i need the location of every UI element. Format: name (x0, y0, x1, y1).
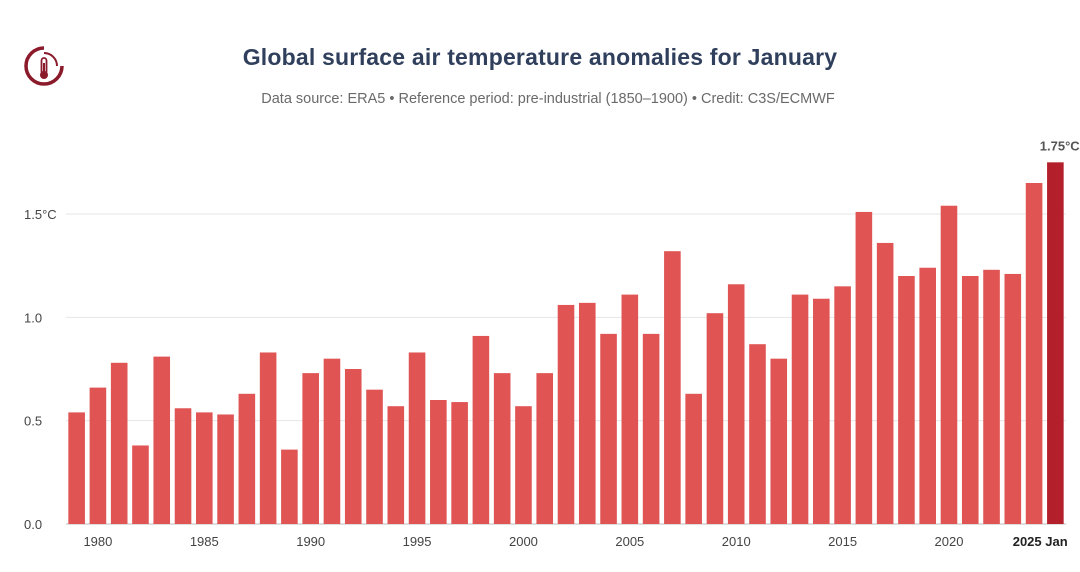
bar (110, 362, 128, 524)
bar (685, 393, 702, 524)
bar (706, 313, 724, 524)
x-tick-label: 2020 (935, 534, 964, 549)
bar (940, 205, 958, 524)
bar (1004, 273, 1022, 524)
bar (855, 211, 873, 524)
bar (621, 294, 639, 524)
x-tick-label: 2010 (722, 534, 751, 549)
bar (408, 352, 426, 524)
chart-title: Global surface air temperature anomalies… (242, 44, 838, 70)
bar (493, 373, 511, 524)
bar (196, 412, 213, 524)
bar (642, 333, 660, 524)
x-tick-label: 1985 (190, 534, 219, 549)
x-tick-label: 2000 (509, 534, 538, 549)
x-tick-label: 2015 (828, 534, 857, 549)
bar (664, 251, 681, 524)
chart-subtitle: Data source: ERA5 • Reference period: pr… (261, 91, 835, 107)
bar (366, 389, 383, 524)
x-tick-label: 1990 (296, 534, 325, 549)
bar (259, 352, 277, 524)
bar (876, 242, 894, 524)
bar (898, 276, 915, 524)
x-tick-label-highlight: 2025 Jan (1013, 534, 1068, 549)
bar (813, 298, 830, 524)
y-tick-label: 1.0 (24, 310, 42, 325)
bar (770, 358, 788, 524)
bar (983, 269, 1000, 524)
bar (132, 445, 149, 524)
bar (727, 284, 745, 524)
bar (600, 333, 617, 524)
bar (536, 373, 554, 524)
bar (281, 449, 298, 524)
bar (791, 294, 809, 524)
bar (451, 402, 468, 524)
thermometer-logo-icon (24, 46, 64, 86)
x-tick-label: 2005 (615, 534, 644, 549)
y-tick-label: 0.5 (24, 414, 42, 429)
x-tick-label: 1980 (83, 534, 112, 549)
bar (578, 302, 596, 524)
bar (344, 369, 362, 524)
x-tick-label: 1995 (403, 534, 432, 549)
bar (238, 393, 256, 524)
bar (472, 335, 490, 524)
bar (217, 414, 234, 524)
bar (749, 344, 766, 524)
y-tick-label: 1.5°C (24, 207, 57, 222)
bar (430, 400, 447, 524)
bar (174, 408, 192, 524)
bar (834, 286, 851, 524)
y-tick-label: 0.0 (24, 517, 42, 532)
bar (515, 406, 532, 524)
bar (387, 406, 405, 524)
bar (68, 412, 85, 524)
bar-highlight (1047, 162, 1064, 525)
bar (89, 387, 107, 524)
highlight-value-label: 1.75°C (1040, 138, 1080, 153)
bar (302, 373, 319, 524)
bar (153, 356, 171, 524)
bar (323, 358, 341, 524)
bar (557, 304, 575, 524)
bar (1025, 183, 1043, 524)
bar (961, 276, 979, 524)
bar (919, 267, 936, 524)
